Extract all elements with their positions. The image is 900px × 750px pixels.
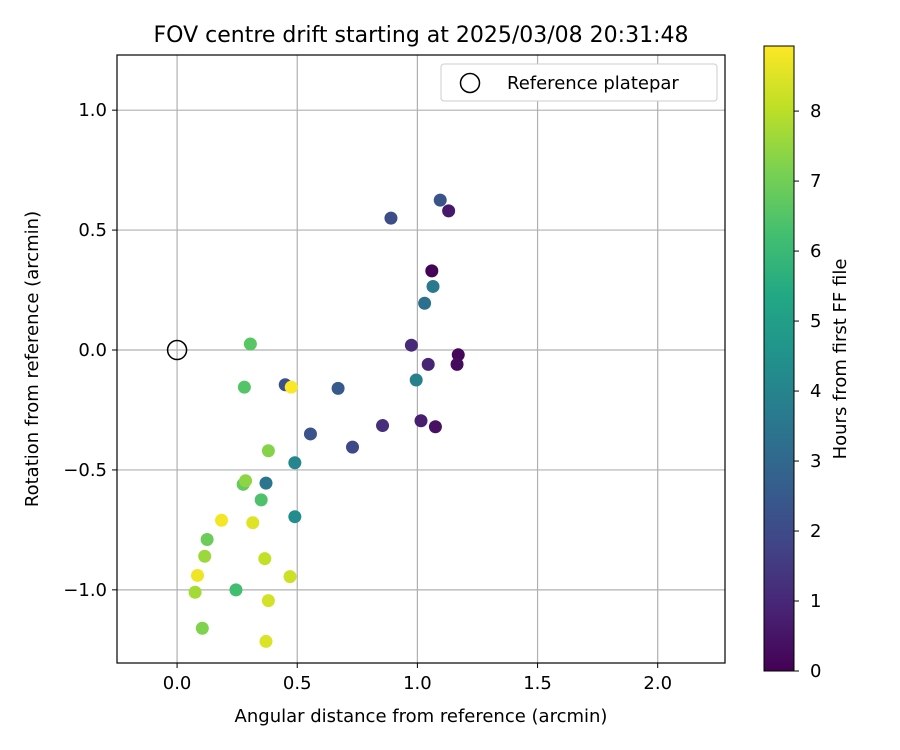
data-point	[288, 510, 302, 524]
data-point	[237, 380, 251, 394]
data-point	[191, 568, 205, 582]
data-point	[259, 476, 273, 490]
data-point	[200, 532, 214, 546]
data-point	[433, 193, 447, 207]
colorbar-tick-label: 2	[810, 521, 821, 542]
data-point	[384, 211, 398, 225]
colorbar-label: Hours from first FF file	[830, 259, 851, 460]
data-point	[376, 419, 390, 433]
data-point	[246, 516, 260, 530]
legend: Reference platepar	[440, 63, 718, 102]
plot-background	[117, 55, 725, 663]
colorbar-tick-label: 5	[810, 311, 821, 332]
y-tick-label: 1.0	[78, 100, 107, 121]
data-point	[418, 296, 432, 310]
data-point	[261, 444, 275, 458]
data-point	[188, 585, 202, 599]
plot-frame	[116, 54, 726, 664]
axis-ticks: 0.0 0.5 1.0 1.5 2.0 −1.0 −0.5 0.0 0.5 1.0	[63, 100, 672, 694]
colorbar-tick-label: 4	[810, 381, 821, 402]
y-tick-label: 0.5	[78, 220, 107, 241]
data-point	[450, 357, 464, 371]
data-point	[258, 552, 272, 566]
y-tick-label: −0.5	[63, 460, 107, 481]
data-point	[254, 493, 268, 507]
data-point	[428, 420, 442, 434]
data-point	[284, 380, 298, 394]
data-point	[303, 427, 317, 441]
colorbar-tick-label: 0	[810, 661, 821, 682]
data-point	[288, 456, 302, 470]
data-point	[195, 621, 209, 635]
data-point	[425, 264, 439, 278]
colorbar-tick-label: 6	[810, 241, 821, 262]
colorbar-tick-label: 8	[810, 101, 821, 122]
data-point	[239, 474, 253, 488]
y-axis-label: Rotation from reference (arcmin)	[22, 211, 43, 507]
data-point	[198, 549, 212, 563]
reference-platepar-marker	[166, 339, 188, 361]
x-tick-label: 1.0	[403, 673, 432, 694]
legend-reference-marker	[459, 72, 481, 94]
data-point	[283, 570, 297, 584]
x-tick-label: 0.5	[283, 673, 312, 694]
y-tick-label: 0.0	[78, 340, 107, 361]
colorbar	[763, 45, 795, 672]
data-point	[229, 583, 243, 597]
x-tick-label: 2.0	[643, 673, 672, 694]
data-point	[451, 348, 465, 362]
data-point	[442, 204, 456, 218]
colorbar-tick-label: 3	[810, 451, 821, 472]
data-point	[331, 381, 345, 395]
data-point	[346, 440, 360, 454]
colorbar-tick-label: 7	[810, 171, 821, 192]
x-tick-label: 1.5	[523, 673, 552, 694]
legend-box	[440, 63, 718, 102]
data-point	[426, 279, 440, 293]
data-point	[404, 338, 418, 352]
data-point	[409, 373, 423, 387]
colorbar-ticks: 0 1 2 3 4 5 6 7 8	[794, 101, 821, 682]
data-point	[215, 513, 229, 527]
grid	[117, 55, 725, 663]
chart-title: FOV centre drift starting at 2025/03/08 …	[154, 23, 689, 48]
colorbar-tick-label: 1	[810, 591, 821, 612]
data-point	[261, 594, 275, 608]
scatter-points	[188, 193, 465, 648]
data-point	[259, 634, 273, 648]
legend-label: Reference platepar	[507, 73, 679, 94]
data-point	[421, 357, 435, 371]
data-point	[243, 337, 257, 351]
x-tick-label: 0.0	[163, 673, 192, 694]
x-axis-label: Angular distance from reference (arcmin)	[235, 706, 608, 727]
data-point	[414, 414, 428, 428]
y-tick-label: −1.0	[63, 580, 107, 601]
